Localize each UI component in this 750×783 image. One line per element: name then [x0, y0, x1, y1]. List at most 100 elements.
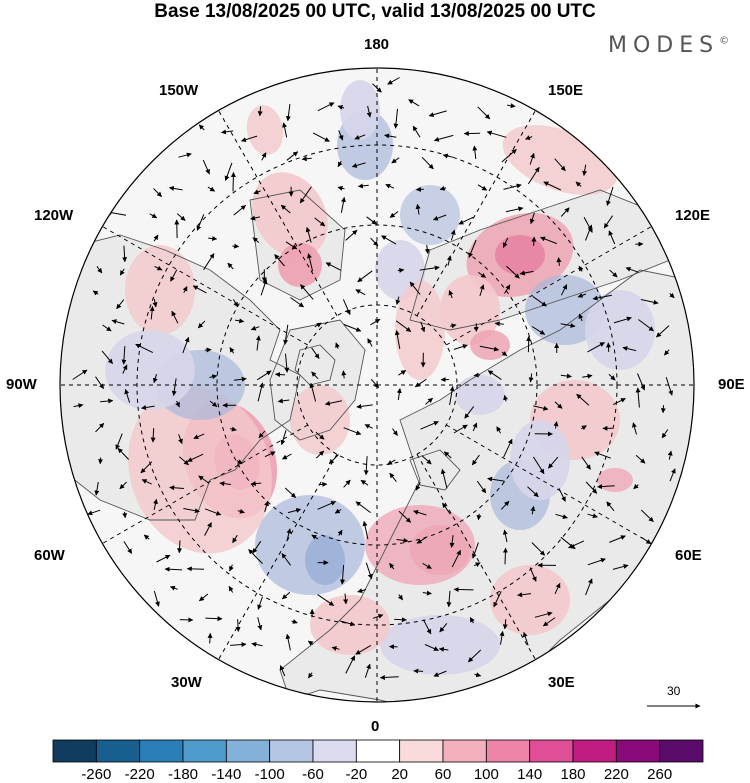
wind-vector — [396, 388, 402, 401]
wind-vector — [258, 430, 266, 439]
wind-vector — [396, 537, 409, 543]
wind-vector — [608, 230, 616, 245]
wind-vector — [178, 434, 183, 445]
wind-vector — [414, 378, 427, 388]
wind-vector — [307, 640, 314, 646]
anomaly-blob — [290, 385, 350, 455]
wind-vector — [198, 475, 210, 484]
wind-vector — [594, 451, 611, 459]
wind-vector — [122, 245, 128, 263]
wind-vector — [381, 235, 397, 245]
wind-vector — [153, 498, 158, 511]
wind-vector — [337, 160, 343, 168]
wind-vector — [229, 564, 234, 572]
lon-label-120e: 120E — [675, 207, 711, 224]
wind-vector — [207, 632, 213, 644]
wind-vector — [439, 622, 448, 633]
wind-vector — [585, 481, 598, 494]
lon-label-120w: 120W — [34, 207, 74, 224]
wind-vector — [291, 619, 298, 624]
wind-vector — [229, 426, 237, 432]
map-layers — [60, 68, 694, 702]
wind-vector — [274, 254, 285, 267]
wind-vector — [255, 335, 261, 351]
wind-vector — [224, 162, 233, 181]
wind-vector — [532, 456, 545, 475]
wind-vector — [153, 234, 159, 242]
wind-vector — [529, 152, 535, 165]
wind-vector — [502, 619, 508, 630]
wind-vector — [477, 106, 491, 120]
wind-vector — [370, 378, 379, 389]
wind-vector — [315, 450, 325, 459]
wind-vector — [477, 184, 488, 191]
wind-vector — [391, 157, 400, 164]
anomaly-blob — [400, 185, 460, 245]
colorbar-swatch — [659, 739, 704, 763]
wind-vector — [597, 484, 615, 490]
wind-vector — [140, 461, 153, 474]
wind-vector — [287, 508, 302, 514]
wind-vector — [506, 265, 520, 279]
wind-vector — [656, 325, 670, 338]
wind-vector — [529, 567, 537, 582]
wind-vector — [501, 351, 508, 357]
wind-vector — [141, 479, 152, 485]
wind-vector — [179, 456, 189, 466]
colorbar-swatch — [615, 739, 661, 763]
wind-vector — [355, 501, 371, 514]
wind-vector — [343, 323, 362, 332]
wind-vector — [421, 156, 434, 170]
wind-vector — [337, 105, 345, 110]
colorbar-swatch — [182, 739, 227, 763]
anomaly-blob — [340, 80, 380, 140]
wind-vector — [449, 386, 455, 406]
colorbar-tick-label: -220 — [124, 766, 155, 783]
wind-vector — [613, 316, 632, 324]
wind-vector — [474, 672, 482, 678]
wind-vector — [393, 108, 399, 129]
wind-vector — [334, 508, 342, 514]
colorbar-swatch — [572, 739, 617, 763]
wind-vector — [250, 325, 260, 331]
wind-vector — [235, 619, 241, 632]
wind-vector — [318, 481, 328, 487]
anomaly-blob — [585, 290, 655, 370]
wind-vector — [286, 528, 292, 542]
wind-vector — [343, 479, 351, 488]
wind-vector — [360, 479, 369, 486]
wind-vector — [232, 534, 238, 544]
wind-vector — [341, 370, 347, 379]
wind-vector — [560, 207, 570, 217]
wind-vector — [152, 298, 158, 308]
colorbar-tick-label: 20 — [391, 766, 408, 783]
wind-vector — [473, 562, 481, 567]
wind-vector — [116, 299, 125, 310]
vector-scale-label: 30 — [667, 684, 681, 698]
modes-logo: MODES© — [608, 33, 730, 58]
wind-vector — [609, 269, 618, 278]
wind-vector — [117, 447, 130, 460]
wind-vector — [207, 186, 216, 192]
wind-vector — [476, 480, 487, 494]
wind-vector — [305, 226, 312, 243]
colorbar-tick-label: 140 — [517, 766, 543, 783]
wind-vector — [478, 271, 487, 278]
wind-vector — [633, 483, 639, 490]
anomaly-blob — [455, 375, 505, 415]
wind-vector — [325, 262, 342, 271]
colorbar-swatch — [225, 739, 271, 763]
wind-vector — [280, 430, 287, 446]
anomaly-blob — [252, 172, 328, 258]
anomaly-blob — [278, 243, 322, 287]
wind-vector — [232, 243, 240, 249]
wind-vector — [152, 374, 158, 384]
wind-vector — [503, 438, 513, 458]
wind-vector — [525, 135, 533, 140]
anomaly-blob — [305, 535, 345, 585]
wind-vector — [281, 453, 292, 460]
wind-vector — [365, 562, 373, 580]
wind-vector — [387, 77, 400, 85]
colorbar-swatch — [399, 739, 444, 763]
wind-vector — [342, 299, 351, 316]
